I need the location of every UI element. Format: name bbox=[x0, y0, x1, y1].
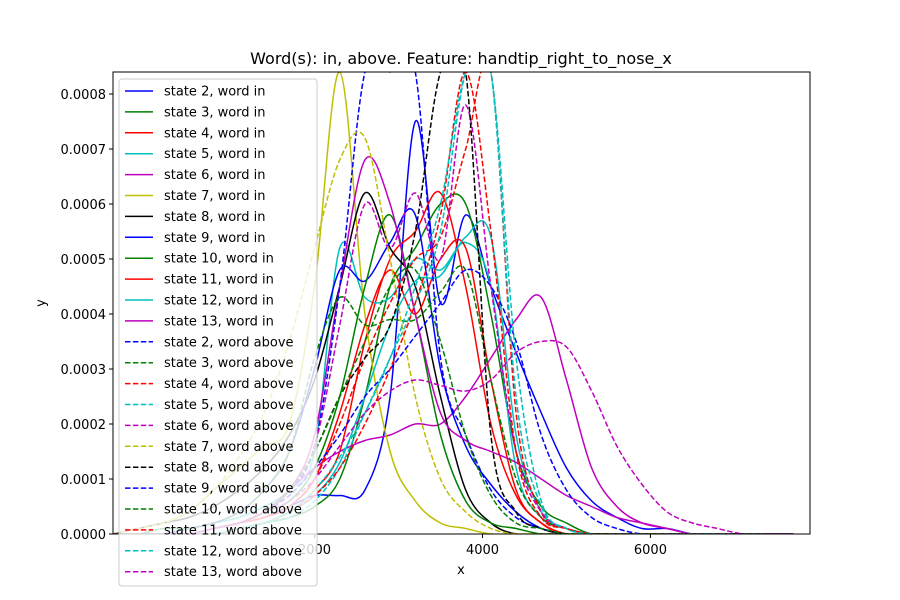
chart-title: Word(s): in, above. Feature: handtip_rig… bbox=[250, 49, 672, 69]
y-axis-label: y bbox=[34, 299, 49, 307]
legend-label: state 8, word in bbox=[164, 210, 266, 225]
y-tick-label: 0.0003 bbox=[61, 363, 107, 378]
y-tick-label: 0.0002 bbox=[61, 418, 107, 433]
legend-label: state 2, word above bbox=[164, 335, 294, 350]
legend-label: state 13, word above bbox=[164, 565, 302, 580]
legend-label: state 10, word in bbox=[164, 252, 274, 267]
legend-label: state 11, word in bbox=[164, 273, 274, 288]
legend-label: state 13, word in bbox=[164, 314, 274, 329]
legend-label: state 2, word in bbox=[164, 85, 266, 100]
y-tick-label: 0.0007 bbox=[61, 143, 107, 158]
legend-label: state 7, word above bbox=[164, 440, 294, 455]
plot-frame bbox=[112, 71, 811, 535]
legend-label: state 3, word in bbox=[164, 105, 266, 120]
legend-label: state 12, word above bbox=[164, 544, 302, 559]
legend-label: state 7, word in bbox=[164, 189, 266, 204]
legend-label: state 4, word above bbox=[164, 377, 294, 392]
legend-label: state 8, word above bbox=[164, 461, 294, 476]
legend-label: state 3, word above bbox=[164, 356, 294, 371]
legend-label: state 12, word in bbox=[164, 294, 274, 309]
y-tick-label: 0.0008 bbox=[61, 88, 107, 103]
legend-frame bbox=[118, 78, 318, 587]
x-axis-label: x bbox=[457, 563, 465, 578]
legend-label: state 5, word in bbox=[164, 147, 266, 162]
y-tick-label: 0.0000 bbox=[61, 528, 107, 543]
x-tick-label: 6000 bbox=[634, 543, 667, 558]
legend: state 2, word in state 3, word in state 4,… bbox=[118, 78, 318, 587]
legend-label: state 6, word in bbox=[164, 168, 266, 183]
y-tick-label: 0.0006 bbox=[61, 198, 107, 213]
x-axis-ticks: 200040006000 bbox=[298, 534, 667, 558]
y-tick-label: 0.0004 bbox=[61, 308, 107, 323]
legend-label: state 10, word above bbox=[164, 503, 302, 518]
y-tick-label: 0.0001 bbox=[61, 473, 107, 488]
series-line bbox=[113, 72, 794, 534]
y-tick-label: 0.0005 bbox=[61, 253, 107, 268]
x-tick-label: 4000 bbox=[466, 543, 499, 558]
legend-label: state 11, word above bbox=[164, 523, 302, 538]
legend-label: state 6, word above bbox=[164, 419, 294, 434]
legend-label: state 5, word above bbox=[164, 398, 294, 413]
legend-label: state 9, word above bbox=[164, 482, 294, 497]
legend-label: state 4, word in bbox=[164, 126, 266, 141]
y-axis-ticks: 0.0000 0.0001 0.0002 0.0003 0.0004 0.0005 0.00… bbox=[61, 88, 113, 543]
legend-label: state 9, word in bbox=[164, 231, 266, 246]
